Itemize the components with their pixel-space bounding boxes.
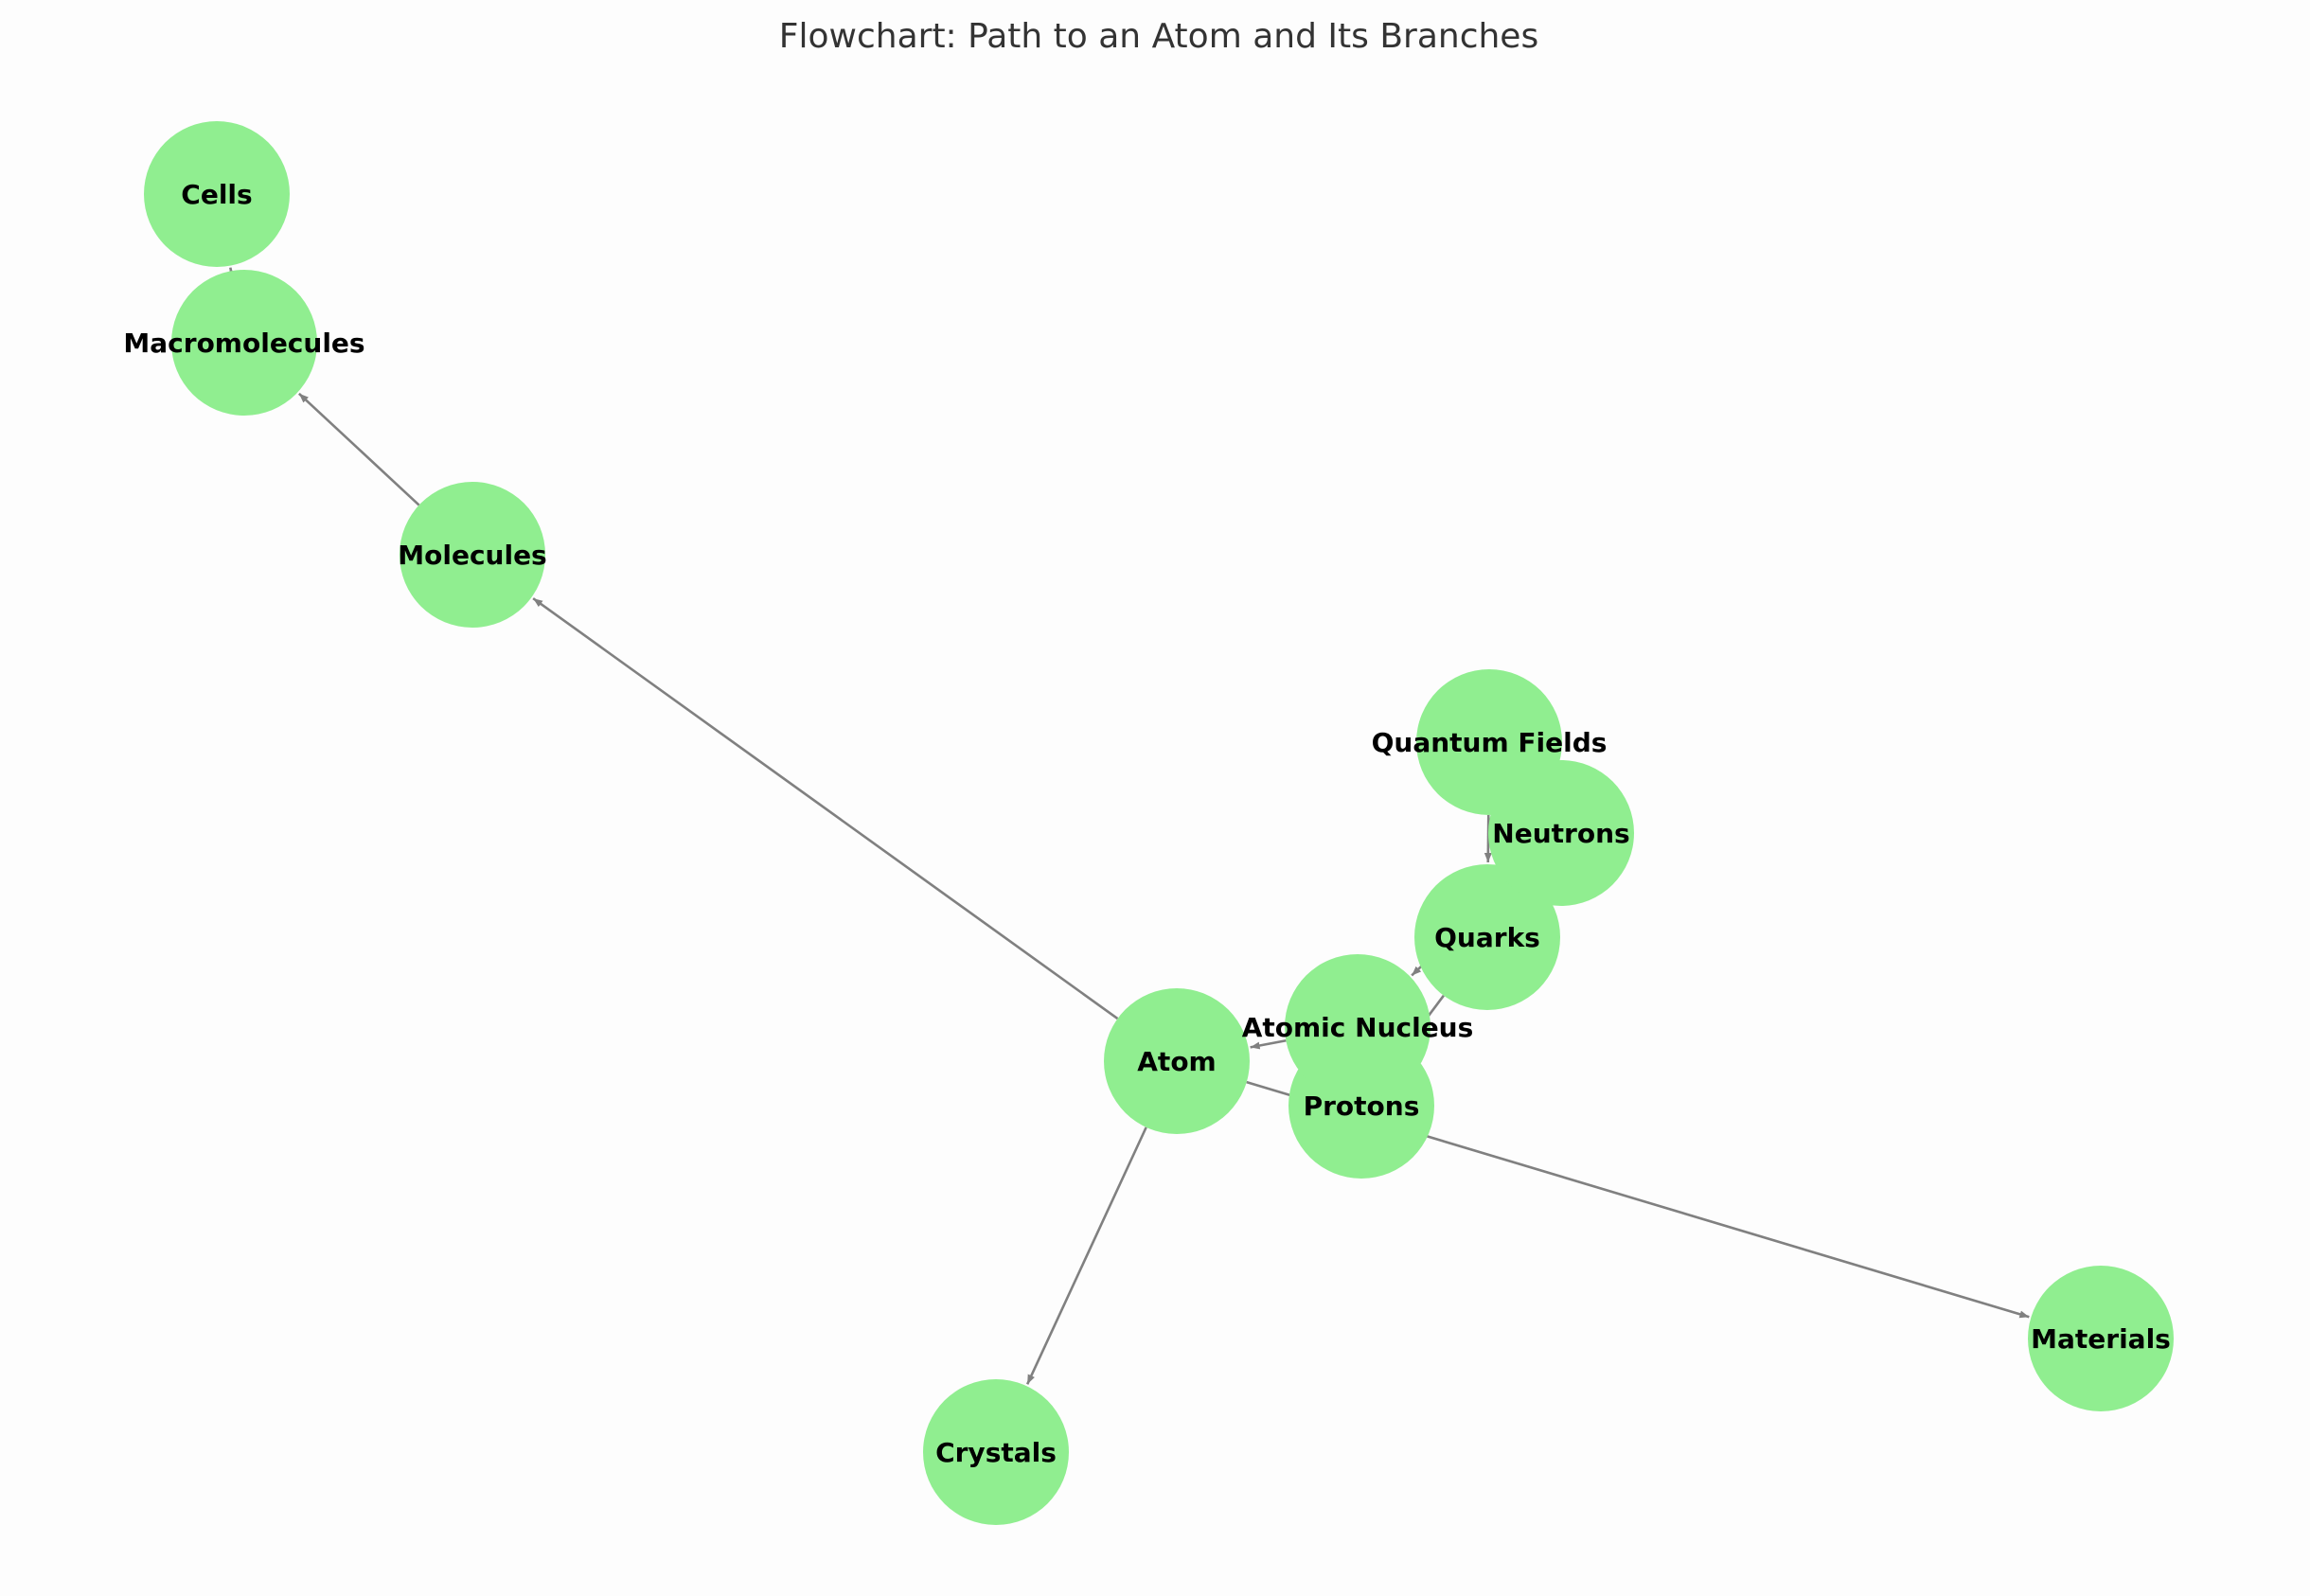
edge-macromolecules-to-cells: [228, 267, 237, 278]
labels-layer: Quantum Fields Quarks Protons Neutrons Atomi…: [123, 179, 2170, 1468]
nodes-layer: [144, 121, 2174, 1525]
node-label-quantum-fields: Quantum Fields: [1372, 727, 1608, 758]
node-label-protons: Protons: [1304, 1091, 1420, 1122]
node-quarks: [1414, 864, 1560, 1010]
node-label-macromolecules: Macromolecules: [123, 328, 364, 359]
node-label-molecules: Molecules: [398, 540, 546, 571]
edge-atom-to-molecules: [532, 597, 1119, 1020]
node-label-materials: Materials: [2031, 1323, 2171, 1355]
node-cells: [144, 121, 290, 267]
node-label-cells: Cells: [181, 179, 252, 210]
node-label-crystals: Crystals: [935, 1437, 1057, 1468]
edge-atomic_nucleus-to-atom: [1250, 1038, 1287, 1050]
node-molecules: [400, 482, 545, 628]
node-label-atom: Atom: [1137, 1046, 1216, 1077]
node-macromolecules: [171, 270, 317, 416]
node-materials: [2028, 1266, 2174, 1411]
edge-atom-to-crystals: [1025, 1126, 1147, 1385]
node-label-atomic-nucleus: Atomic Nucleus: [1242, 1012, 1474, 1043]
edge-molecules-to-macromolecules: [297, 392, 420, 506]
diagram-title: Flowchart: Path to an Atom and Its Branc…: [779, 17, 1538, 56]
node-atomic-nucleus: [1285, 954, 1430, 1100]
edges-layer: [228, 267, 2030, 1385]
node-neutrons: [1488, 760, 1634, 906]
node-atom: [1104, 988, 1250, 1134]
node-label-quarks: Quarks: [1434, 922, 1540, 953]
node-label-neutrons: Neutrons: [1492, 818, 1629, 849]
node-crystals: [923, 1379, 1069, 1525]
